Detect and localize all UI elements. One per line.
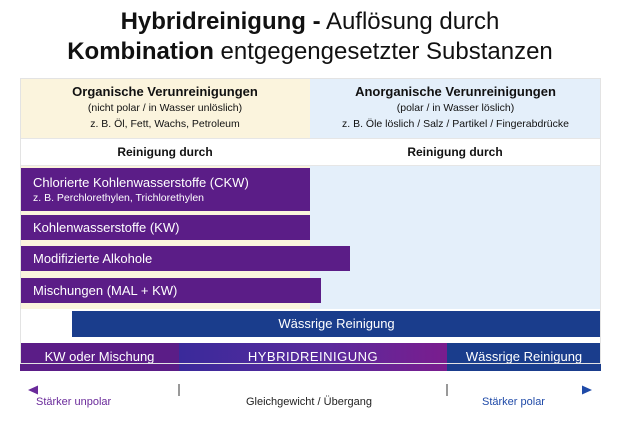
axis-label-left: Stärker unpolar — [36, 396, 112, 408]
hybrid-row-left: KW oder Mischung — [20, 343, 179, 371]
solvent-bar-ckw-label: Chlorierte Kohlenwasserstoffe (CKW) — [33, 175, 249, 190]
inorganic-column-header: Anorganische Verunreinigungen (polar / i… — [310, 78, 601, 138]
axis-label-right: Stärker polar — [482, 396, 545, 408]
organic-property: (nicht polar / in Wasser unlöslich) — [87, 102, 243, 114]
cleaning-by-row: Reinigung durch Reinigung durch — [20, 138, 601, 166]
solvent-bar-ckw-sub: z. B. Perchlorethylen, Trichlorethylen — [33, 192, 204, 204]
diagram-frame — [20, 78, 601, 364]
title-line-2-rest: entgegengesetzter Substanzen — [220, 38, 553, 65]
inorganic-heading: Anorganische Verunreinigungen — [355, 84, 556, 99]
hybrid-row-middle: HYBRIDREINIGUNG — [179, 343, 447, 371]
solvent-bar-alcohols: Modifizierte Alkohole — [20, 246, 350, 271]
axis-label-center: Gleichgewicht / Übergang — [246, 396, 372, 408]
title-line-1-rest: Auflösung durch — [325, 8, 500, 35]
title-line-1: Hybridreinigung - Auflösung durch — [0, 8, 620, 36]
organic-examples: z. B. Öl, Fett, Wachs, Petroleum — [90, 118, 240, 130]
solvent-bar-ckw: Chlorierte Kohlenwasserstoffe (CKW) z. B… — [20, 168, 310, 211]
organic-column-header: Organische Verunreinigungen (nicht polar… — [20, 78, 310, 138]
inorganic-property: (polar / in Wasser löslich) — [396, 102, 515, 114]
axis-left-arrowhead-icon — [28, 385, 38, 395]
solvent-bar-kw: Kohlenwasserstoffe (KW) — [20, 215, 310, 240]
title-line-2-bold: Kombination — [67, 38, 214, 65]
axis-right-arrowhead-icon — [582, 385, 592, 395]
title-line-2: Kombination entgegengesetzter Substanzen — [0, 38, 620, 66]
aqueous-cleaning-bar: Wässrige Reinigung — [72, 311, 601, 337]
title-line-1-bold: Hybridreinigung - — [120, 8, 321, 35]
polarity-axis — [28, 384, 592, 396]
solvent-bar-alcohols-label: Modifizierte Alkohole — [33, 251, 153, 266]
inorganic-column-body — [310, 166, 601, 309]
organic-heading: Organische Verunreinigungen — [72, 84, 258, 99]
solvent-bar-kw-label: Kohlenwasserstoffe (KW) — [33, 220, 180, 235]
inorganic-cleaning-label: Reinigung durch — [407, 145, 503, 159]
inorganic-examples: z. B. Öle löslich / Salz / Partikel / Fi… — [341, 118, 569, 130]
solvent-bar-mixtures: Mischungen (MAL + KW) — [20, 278, 321, 303]
hybrid-row-right: Wässrige Reinigung — [447, 343, 601, 371]
solvent-bar-mixtures-label: Mischungen (MAL + KW) — [33, 283, 178, 298]
organic-cleaning-label: Reinigung durch — [117, 145, 213, 159]
